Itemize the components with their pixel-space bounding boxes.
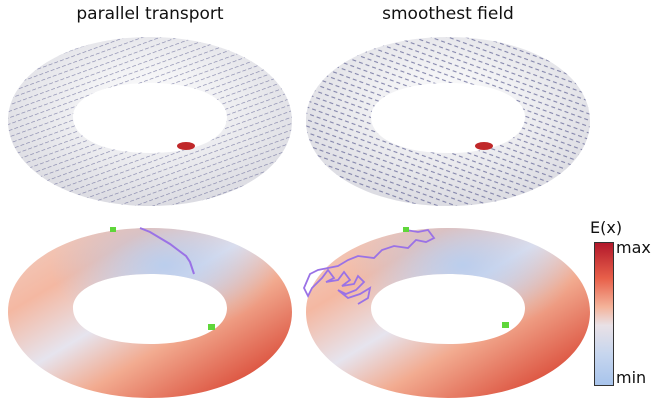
title-smoothest-field: smoothest field xyxy=(382,4,514,24)
source-marker xyxy=(177,142,195,150)
title-parallel-transport: parallel transport xyxy=(76,4,224,24)
torus-energy-parallel-transport xyxy=(8,227,292,398)
marker-green-top xyxy=(403,227,409,232)
colorbar-max-label: max xyxy=(616,238,651,257)
torus-surface xyxy=(8,37,292,206)
marker-green-top xyxy=(110,227,116,232)
colorbar: E(x) max min xyxy=(590,218,652,398)
walk-path xyxy=(303,229,436,305)
colorbar-gradient xyxy=(594,242,614,386)
colorbar-min-label: min xyxy=(616,368,647,387)
torus-surface xyxy=(306,37,590,206)
marker-green-inner xyxy=(208,324,215,330)
colorbar-title: E(x) xyxy=(590,218,623,237)
torus-smoothest-field xyxy=(306,37,590,206)
walk-path xyxy=(139,227,195,275)
marker-green-inner xyxy=(502,322,509,328)
torus-energy-smoothest-field xyxy=(303,227,590,398)
source-marker xyxy=(475,142,493,150)
torus-parallel-transport-field xyxy=(8,37,292,206)
